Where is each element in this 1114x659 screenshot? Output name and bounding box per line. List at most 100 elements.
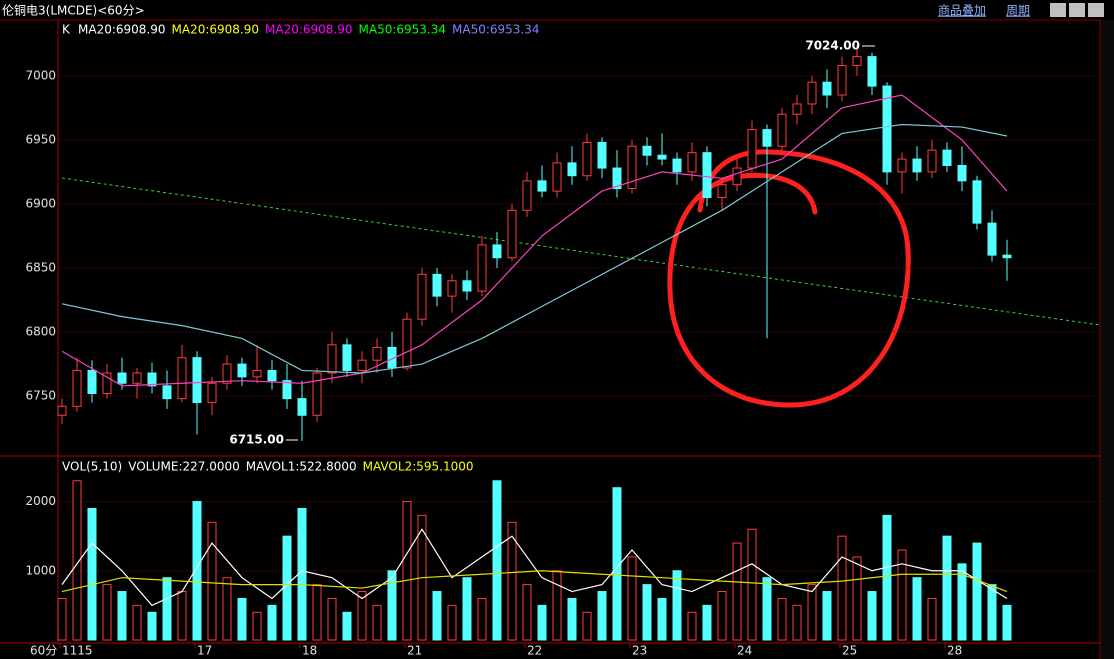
low-annotation: 6715.00 [229, 433, 284, 447]
legend-entry: MA50:6953.34 [359, 23, 447, 37]
volume-bar [972, 542, 982, 641]
y-tick-label: 7000 [25, 68, 56, 82]
candle-body [267, 369, 277, 382]
side-panel [1100, 20, 1114, 659]
volume-bar [822, 591, 832, 641]
volume-bar [927, 597, 937, 641]
volume-bar [57, 597, 67, 641]
volume-bar [747, 528, 757, 641]
candle-body [132, 372, 142, 384]
volume-bar [162, 577, 172, 641]
candle-body [402, 318, 412, 369]
candle-body [207, 382, 217, 403]
volume-bar [147, 611, 157, 641]
window-title: 伦铜电3(LMCDE)<60分> [2, 3, 145, 18]
candle-body [192, 357, 202, 403]
volume-bar [522, 584, 532, 641]
candle-body [612, 167, 622, 190]
candle-body [597, 141, 607, 169]
candle-body [972, 180, 982, 224]
volume-bar [852, 556, 862, 641]
candle-body [687, 152, 697, 173]
volume-bar [867, 591, 877, 641]
candle-body [297, 398, 307, 416]
y-tick-label: 6800 [25, 325, 56, 339]
volume-bar [777, 597, 787, 641]
candle-body [837, 65, 847, 96]
volume-bar [507, 521, 517, 641]
volume-bar [612, 487, 622, 641]
window-button[interactable] [1088, 3, 1104, 17]
x-tick-label: 17 [197, 644, 212, 658]
volume-bar [987, 584, 997, 641]
legend-entry: MA50:6953.34 [452, 23, 540, 37]
candle-body [357, 359, 367, 371]
legend-entry: MA20:6908.90 [265, 23, 353, 37]
volume-bar [897, 549, 907, 641]
volume-bar [942, 535, 952, 641]
candle-body [372, 346, 382, 361]
trend-line [61, 177, 1101, 326]
candle-body [117, 372, 127, 384]
candle-body [537, 180, 547, 192]
candle-body [897, 158, 907, 173]
volume-bar [837, 535, 847, 641]
candle-body [732, 167, 742, 186]
volume-bar [477, 597, 487, 641]
ma-line [61, 570, 1008, 593]
volume-bar [807, 584, 817, 641]
ma-line [61, 528, 1008, 607]
period-link[interactable]: 周期 [1006, 4, 1030, 18]
volume-bar [192, 501, 202, 641]
legend-entry: VOL(5,10) [62, 460, 122, 474]
volume-bar [762, 577, 772, 641]
volume-bar [87, 507, 97, 641]
volume-bar [342, 611, 352, 641]
window-button[interactable] [1050, 3, 1066, 17]
x-tick-label: 25 [842, 644, 857, 658]
volume-bar [492, 480, 502, 641]
candle-body [762, 129, 772, 147]
candle-body [1002, 254, 1012, 259]
y-tick-label: 6950 [25, 132, 56, 146]
volume-bar [372, 604, 382, 641]
legend-entry: MA20:6908.90 [78, 23, 166, 37]
volume-bar [312, 584, 322, 641]
candle-body [957, 164, 967, 182]
volume-bar [252, 611, 262, 641]
y-tick-label: 6900 [25, 196, 56, 210]
overlay-link[interactable]: 商品叠加 [938, 3, 986, 18]
volume-bar [207, 521, 217, 641]
volume-bar [387, 570, 397, 641]
period-label: 60分 [30, 644, 57, 658]
candle-body [342, 344, 352, 371]
high-annotation: 7024.00 [805, 39, 860, 53]
volume-bar [882, 514, 892, 641]
candle-body [312, 372, 322, 416]
volume-bar [657, 597, 667, 641]
candle-body [702, 152, 712, 199]
volume-bar [177, 591, 187, 641]
window-button[interactable] [1069, 3, 1085, 17]
candle-body [882, 85, 892, 173]
volume-bar [432, 591, 442, 641]
candle-body [777, 113, 787, 147]
candle-body [462, 280, 472, 292]
candle-body [552, 162, 562, 192]
candle-body [867, 56, 877, 87]
candle-body [672, 158, 682, 173]
candle-body [807, 81, 817, 105]
volume-bar [717, 591, 727, 641]
candle-body [417, 273, 427, 320]
candle-body [822, 81, 832, 96]
candle-body [717, 184, 727, 199]
volume-bar [642, 584, 652, 641]
legend-entry: MAVOL2:595.1000 [363, 460, 474, 474]
volume-bar [402, 501, 412, 641]
candle-body [567, 162, 577, 177]
y-tick-label: 1000 [25, 563, 56, 577]
volume-bar [282, 535, 292, 641]
volume-bar [687, 611, 697, 641]
candle-body [522, 180, 532, 211]
